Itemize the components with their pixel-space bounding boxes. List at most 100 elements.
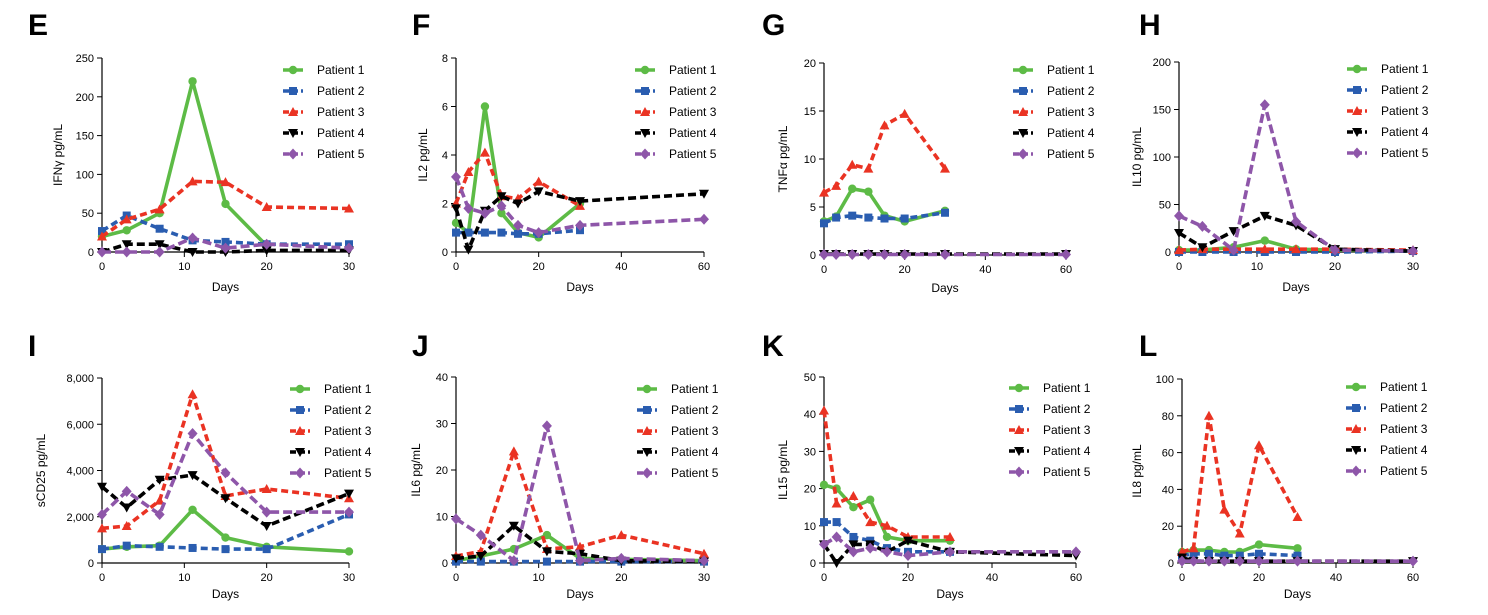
y-tick-label-e: 50 bbox=[82, 208, 94, 220]
series-line-j-p5 bbox=[455, 423, 705, 563]
legend-marker bbox=[640, 129, 650, 138]
data-point-k-p3 bbox=[945, 531, 955, 541]
x-tick-label-h: 30 bbox=[1407, 261, 1419, 273]
data-point-l-p5 bbox=[1188, 555, 1199, 567]
data-point-l-p5 bbox=[1219, 555, 1230, 567]
data-point-e-p5 bbox=[187, 232, 198, 244]
legend-label: Patient 1 bbox=[1381, 62, 1429, 76]
data-point-j-p5 bbox=[699, 555, 709, 567]
legend-item-h-p2: Patient 2 bbox=[1347, 83, 1429, 97]
legend-label: Patient 5 bbox=[669, 147, 717, 161]
legend-item-j-p4: Patient 4 bbox=[637, 445, 719, 459]
data-point-h-p3 bbox=[1259, 244, 1270, 254]
data-point-l-p3 bbox=[1292, 512, 1303, 521]
x-tick-label-i: 20 bbox=[261, 572, 273, 584]
legend-marker bbox=[1014, 466, 1024, 478]
series-g-p5 bbox=[819, 249, 1071, 261]
x-tick-label-i: 30 bbox=[343, 572, 355, 584]
y-tick-label-f: 8 bbox=[442, 53, 448, 65]
legend-item-e-p5: Patient 5 bbox=[283, 147, 365, 161]
y-axis-title-f: IL2 pg/mL bbox=[416, 128, 430, 182]
x-tick-label-k: 20 bbox=[902, 572, 914, 584]
legend-label: Patient 4 bbox=[1047, 126, 1095, 140]
data-point-k-p5 bbox=[819, 538, 829, 550]
data-point-f-p4 bbox=[575, 197, 585, 207]
y-tick-label-h: 50 bbox=[1159, 200, 1171, 212]
legend-marker bbox=[1351, 446, 1361, 455]
data-point-f-p2 bbox=[464, 228, 473, 237]
data-point-e-p5 bbox=[154, 246, 165, 258]
data-point-k-p1 bbox=[882, 532, 892, 542]
legend-label: Patient 4 bbox=[671, 445, 719, 459]
data-point-f-p2 bbox=[514, 229, 522, 238]
legend-marker bbox=[642, 426, 652, 435]
series-i-p5 bbox=[97, 428, 354, 520]
data-point-g-p5 bbox=[1061, 249, 1071, 261]
legend-item-f-p4: Patient 4 bbox=[635, 126, 717, 140]
panel-letter-j: J bbox=[412, 330, 429, 363]
legend-marker bbox=[295, 426, 305, 435]
legend-item-f-p1: Patient 1 bbox=[635, 63, 717, 77]
data-point-i-p5 bbox=[261, 506, 272, 518]
data-point-k-p2 bbox=[820, 518, 828, 527]
data-point-k-p5 bbox=[903, 550, 913, 562]
y-axis-title-i: sCD25 pg/mL bbox=[34, 433, 48, 507]
y-axis-title-h: IL10 pg/mL bbox=[1130, 127, 1144, 187]
x-tick-label-i: 0 bbox=[99, 572, 105, 584]
data-point-l-p2 bbox=[1189, 549, 1198, 558]
data-point-l-p5 bbox=[1203, 555, 1214, 567]
data-point-e-p3 bbox=[97, 231, 107, 241]
legend-label: Patient 2 bbox=[1381, 83, 1429, 97]
legend-marker bbox=[1015, 405, 1023, 413]
data-point-l-p5 bbox=[1234, 555, 1245, 567]
data-point-j-p4 bbox=[475, 552, 486, 562]
data-point-i-p2 bbox=[122, 541, 131, 550]
data-point-k-p5 bbox=[831, 531, 842, 543]
x-axis-title-k: Days bbox=[936, 587, 963, 601]
data-point-j-p2 bbox=[476, 557, 485, 566]
data-point-k-p3 bbox=[819, 405, 829, 415]
data-point-f-p4 bbox=[533, 187, 544, 197]
x-axis-title-g: Days bbox=[931, 281, 958, 295]
legend-marker bbox=[1351, 424, 1361, 433]
y-tick-label-k: 10 bbox=[804, 521, 816, 533]
legend-marker bbox=[643, 406, 651, 414]
x-axis-title-h: Days bbox=[1282, 280, 1309, 294]
legend-item-h-p1: Patient 1 bbox=[1347, 62, 1429, 76]
y-tick-label-l: 20 bbox=[1162, 521, 1174, 533]
legend-item-i-p1: Patient 1 bbox=[290, 382, 372, 396]
y-tick-label-h: 0 bbox=[1165, 247, 1171, 259]
y-axis-title-l: IL8 pg/mL bbox=[1130, 444, 1144, 498]
data-point-i-p4 bbox=[154, 475, 165, 485]
x-tick-label-l: 20 bbox=[1253, 572, 1265, 584]
data-point-h-p3 bbox=[1174, 245, 1184, 255]
x-tick-label-g: 60 bbox=[1060, 264, 1072, 276]
legend-marker bbox=[288, 65, 298, 75]
legend-label: Patient 5 bbox=[671, 466, 719, 480]
legend-item-e-p3: Patient 3 bbox=[283, 105, 365, 119]
data-point-h-p4 bbox=[1259, 211, 1270, 221]
data-point-e-p5 bbox=[121, 246, 132, 258]
legend-item-e-p4: Patient 4 bbox=[283, 126, 365, 140]
series-l-p5 bbox=[1177, 555, 1418, 567]
y-tick-label-h: 200 bbox=[1153, 57, 1171, 69]
data-point-g-p3 bbox=[899, 108, 910, 118]
legend-marker bbox=[1014, 425, 1024, 434]
legend-item-g-p2: Patient 2 bbox=[1013, 84, 1095, 98]
x-tick-label-k: 40 bbox=[986, 572, 998, 584]
data-point-j-p5 bbox=[616, 552, 627, 564]
data-point-k-p2 bbox=[849, 532, 858, 541]
y-tick-label-k: 20 bbox=[804, 484, 816, 496]
data-point-l-p2 bbox=[1235, 551, 1244, 560]
legend-item-l-p3: Patient 3 bbox=[1346, 422, 1428, 436]
data-point-g-p2 bbox=[880, 214, 889, 223]
data-point-i-p4 bbox=[187, 471, 198, 481]
data-point-f-p4 bbox=[451, 204, 461, 214]
data-point-f-p2 bbox=[452, 228, 460, 237]
data-point-e-p4 bbox=[121, 240, 132, 250]
x-tick-label-f: 40 bbox=[615, 261, 627, 273]
data-point-j-p4 bbox=[541, 547, 552, 557]
data-point-l-p2 bbox=[1293, 551, 1302, 560]
data-point-g-p2 bbox=[820, 219, 828, 228]
